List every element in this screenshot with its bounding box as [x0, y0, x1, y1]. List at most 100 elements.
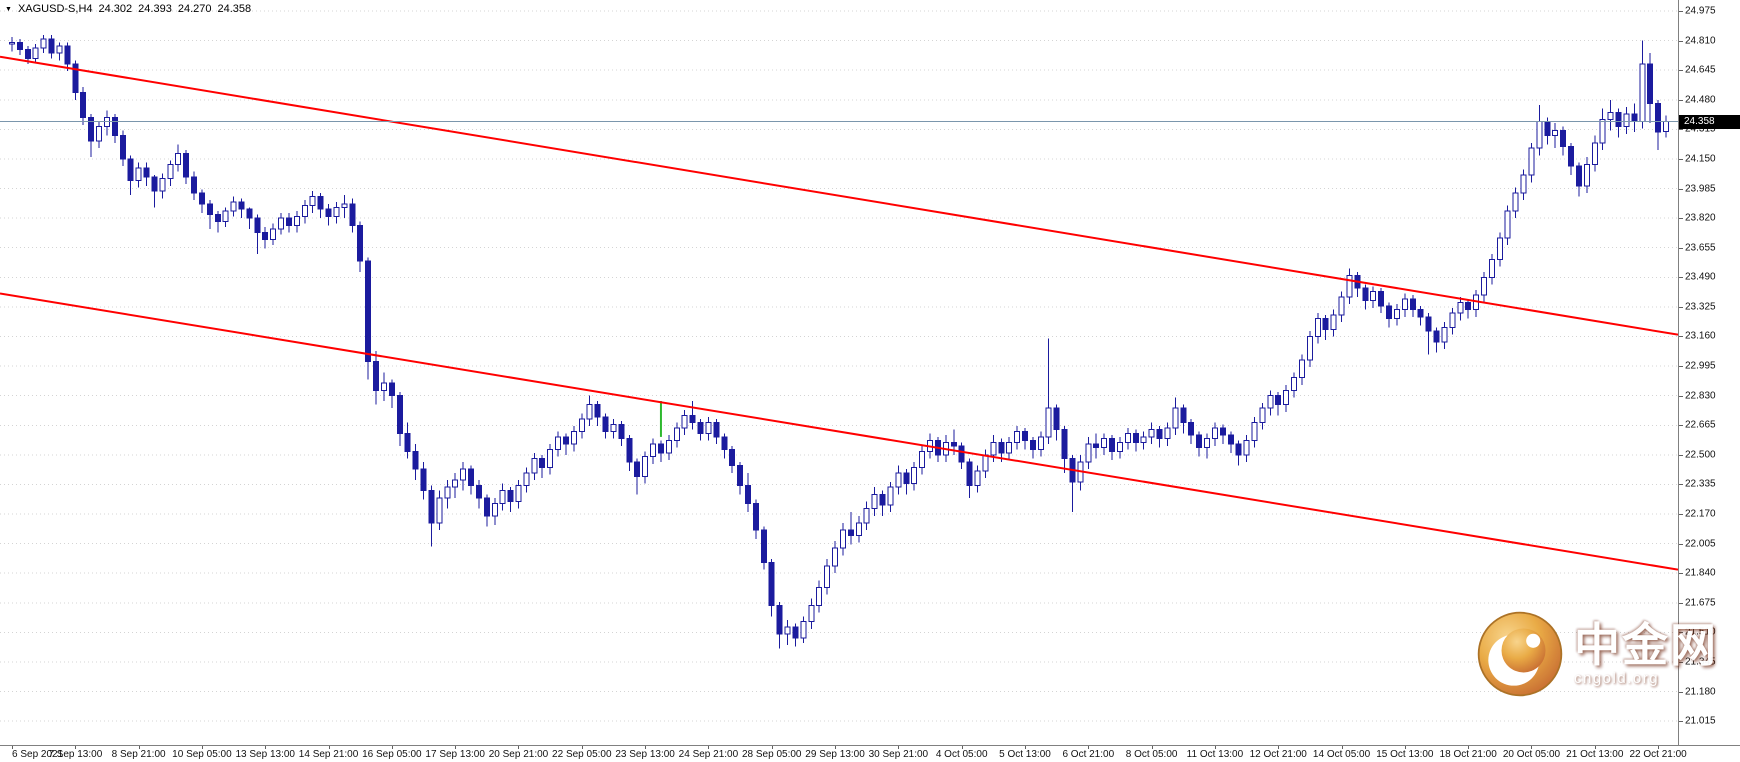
price-axis-tick	[1679, 366, 1683, 368]
time-axis-tick	[75, 746, 77, 749]
price-axis-label: 24.480	[1685, 94, 1716, 106]
price-axis-tick	[1679, 602, 1683, 604]
time-axis-tick	[1151, 746, 1153, 749]
time-axis-label: 5 Oct 13:00	[999, 749, 1051, 760]
price-axis-tick	[1679, 306, 1683, 308]
price-axis-tick	[1679, 99, 1683, 101]
time-axis-label: 30 Sep 21:00	[868, 749, 929, 760]
time-axis-tick	[581, 746, 583, 749]
price-axis-label: 23.820	[1685, 212, 1716, 224]
price-axis-label: 24.810	[1685, 35, 1716, 47]
time-axis-label: 20 Sep 21:00	[488, 749, 549, 760]
trendline-lower[interactable]	[0, 292, 1678, 571]
ohlc-open: 24.302	[98, 3, 133, 15]
time-axis-label: 22 Oct 21:00	[1629, 749, 1687, 760]
price-axis-label: 21.015	[1685, 715, 1716, 727]
current-price-tag: 24.358	[1679, 114, 1740, 129]
price-axis-tick	[1679, 632, 1683, 634]
price-axis-tick	[1679, 70, 1683, 72]
time-axis-tick	[265, 746, 267, 749]
price-axis-tick	[1679, 158, 1683, 160]
price-axis-tick	[1679, 218, 1683, 220]
ohlc-high: 24.393	[138, 3, 172, 15]
time-axis-label: 12 Oct 21:00	[1249, 749, 1307, 760]
time-axis-label: 13 Sep 13:00	[235, 749, 295, 760]
ohlc-close: 24.358	[217, 3, 252, 15]
time-axis-tick	[898, 746, 900, 749]
time-axis-label: 14 Sep 21:00	[298, 749, 359, 760]
time-axis-tick	[961, 746, 963, 749]
price-axis-label: 21.510	[1685, 626, 1716, 638]
price-axis-label: 24.150	[1685, 153, 1716, 165]
price-axis-tick	[1679, 40, 1683, 42]
time-axis-tick	[1594, 746, 1596, 749]
time-axis-tick	[455, 746, 457, 749]
time-axis-label: 8 Oct 05:00	[1125, 749, 1178, 760]
price-axis-label: 22.500	[1685, 449, 1716, 461]
time-axis-label: 22 Sep 05:00	[552, 749, 612, 760]
price-axis-tick	[1679, 395, 1683, 397]
time-axis-label: 24 Sep 21:00	[678, 749, 739, 760]
price-axis-tick	[1679, 721, 1683, 723]
time-axis-label: 11 Oct 13:00	[1186, 749, 1244, 760]
price-axis-label: 21.675	[1685, 597, 1716, 609]
trendline-upper[interactable]	[0, 55, 1678, 336]
price-axis-label: 22.995	[1685, 360, 1716, 372]
watermark-site-url: cngold.org	[1574, 670, 1660, 688]
price-axis-label: 22.830	[1685, 390, 1716, 402]
time-axis-label: 6 Sep 2021	[12, 749, 64, 760]
watermark: 中金网 cngold.org	[1476, 610, 1718, 698]
ohlc-low: 24.270	[177, 3, 212, 15]
price-axis-tick	[1679, 454, 1683, 456]
cngold-logo-icon	[1477, 611, 1563, 697]
price-axis-label: 23.490	[1685, 271, 1716, 283]
price-axis-label: 21.840	[1685, 567, 1716, 579]
price-axis-tick	[1679, 543, 1683, 545]
time-axis-label: 17 Sep 13:00	[425, 749, 485, 760]
price-axis-label: 22.665	[1685, 419, 1716, 431]
time-axis-label: 23 Sep 13:00	[615, 749, 675, 760]
time-axis-tick	[328, 746, 330, 749]
price-axis-label: 22.335	[1685, 478, 1716, 490]
time-axis[interactable]: 6 Sep 2021 7 Sep 13:00 8 Sep 21:00 10 Sep 0…	[0, 745, 1740, 762]
time-axis-label: 15 Oct 13:00	[1376, 749, 1434, 760]
price-axis-tick	[1679, 336, 1683, 338]
time-axis-tick	[1404, 746, 1406, 749]
time-axis-tick	[391, 746, 393, 749]
time-axis-label: 7 Sep 13:00	[48, 749, 103, 760]
time-axis-label: 6 Oct 21:00	[1062, 749, 1115, 760]
symbol-dropdown-icon: ▼	[5, 5, 12, 13]
time-axis-tick	[1278, 746, 1280, 749]
candlestick-chart[interactable]	[0, 0, 1678, 745]
time-axis-label: 28 Sep 05:00	[741, 749, 802, 760]
symbol-info: ▼ XAGUSD-S,H4 24.302 24.393 24.270 24.35…	[5, 3, 257, 15]
price-axis-tick	[1679, 484, 1683, 486]
time-axis-tick	[1658, 746, 1660, 749]
time-axis-tick	[1214, 746, 1216, 749]
time-axis-tick	[1468, 746, 1470, 749]
price-axis-tick	[1679, 661, 1683, 663]
price-axis-label: 23.325	[1685, 301, 1716, 313]
time-axis-label: 20 Oct 05:00	[1502, 749, 1561, 760]
price-axis-label: 24.645	[1685, 64, 1716, 76]
price-axis-label: 24.975	[1685, 5, 1716, 17]
price-axis-tick	[1679, 514, 1683, 516]
time-axis-tick	[771, 746, 773, 749]
time-axis-label: 10 Sep 05:00	[172, 749, 232, 760]
price-axis-tick	[1679, 277, 1683, 279]
time-axis-label: 18 Oct 21:00	[1439, 749, 1497, 760]
price-axis-tick	[1679, 573, 1683, 575]
price-axis-label: 22.005	[1685, 538, 1716, 550]
time-axis-label: 29 Sep 13:00	[805, 749, 865, 760]
time-axis-tick	[1088, 746, 1090, 749]
price-axis-tick	[1679, 188, 1683, 190]
price-axis-tick	[1679, 247, 1683, 249]
time-axis-label: 21 Oct 13:00	[1566, 749, 1624, 760]
price-axis-label: 23.985	[1685, 183, 1716, 195]
time-axis-tick	[138, 746, 140, 749]
time-axis-tick	[518, 746, 520, 749]
price-axis-label: 23.160	[1685, 330, 1716, 342]
price-axis-label: 24.315	[1685, 123, 1716, 135]
time-axis-label: 8 Sep 21:00	[111, 749, 166, 760]
